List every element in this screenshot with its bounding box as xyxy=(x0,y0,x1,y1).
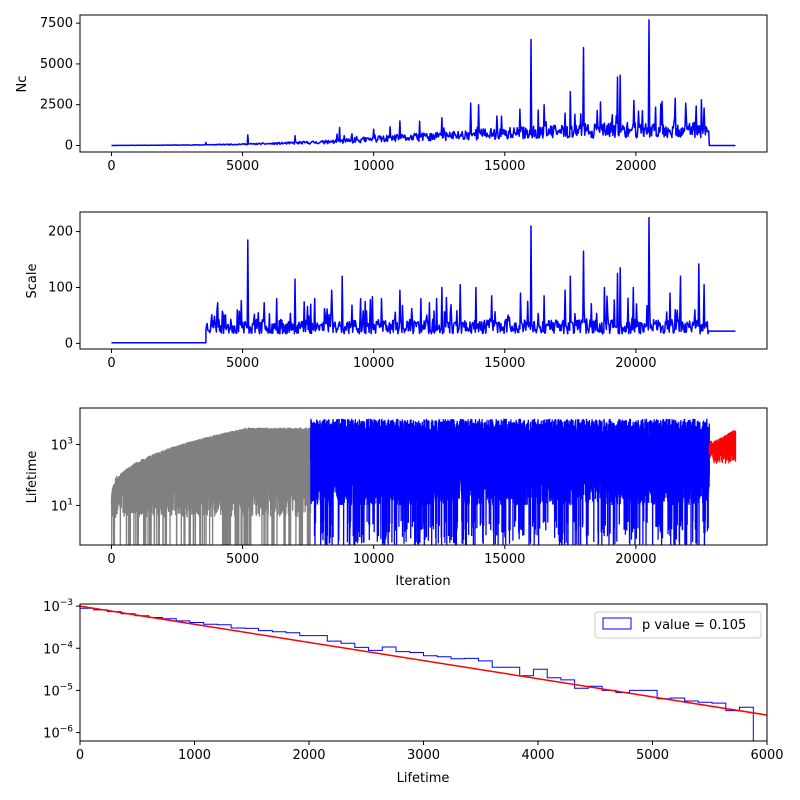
scale-plot-area xyxy=(111,216,736,344)
nc-panel: 0 5000 10000 15000 20000 0 2500 5000 7500 Nc xyxy=(15,14,768,174)
histogram-xlabel: Lifetime xyxy=(397,771,450,786)
scale-xtick-label: 10000 xyxy=(353,356,394,371)
legend-swatch xyxy=(602,617,632,630)
histogram-xtick-label: 2000 xyxy=(292,748,325,763)
nc-ticks: 0 5000 10000 15000 20000 0 2500 5000 7500 xyxy=(40,16,657,174)
histogram-xtick-label: 3000 xyxy=(407,748,440,763)
scale-axes-frame xyxy=(79,211,768,350)
lifetime-xtick-label: 5000 xyxy=(226,552,259,567)
nc-ytick-label: 0 xyxy=(65,138,73,153)
scale-xtick-label: 20000 xyxy=(615,356,656,371)
histogram-ytick-label: 10−3 xyxy=(43,598,73,615)
scale-ytick-label: 100 xyxy=(48,280,73,295)
nc-xtick-label: 0 xyxy=(107,159,115,174)
scale-ytick-label: 0 xyxy=(65,336,73,351)
lifetime-axes-frame xyxy=(79,407,768,546)
histogram-plot-area xyxy=(80,605,767,741)
scale-series-line xyxy=(111,216,736,344)
nc-ytick-label: 7500 xyxy=(40,16,73,31)
lifetime-series-ff0000 xyxy=(708,430,737,464)
histogram-ytick-label: 10−6 xyxy=(43,725,73,742)
histogram-ytick-label: 10−5 xyxy=(43,682,73,699)
nc-plot-area xyxy=(111,19,736,147)
histogram-panel: 0 1000 2000 3000 4000 5000 6000 10−6 10−5 10−4 10−… xyxy=(43,598,783,786)
legend: p value = 0.105 xyxy=(594,611,762,639)
histogram-xtick-label: 4000 xyxy=(521,748,554,763)
lifetime-series-0000ff xyxy=(310,418,710,545)
nc-axes-frame xyxy=(79,14,768,153)
scale-xtick-label: 5000 xyxy=(226,356,259,371)
scale-ticks: 0 5000 10000 15000 20000 0 100 200 xyxy=(48,225,656,371)
nc-xtick-label: 10000 xyxy=(353,159,394,174)
histogram-xtick-label: 5000 xyxy=(636,748,669,763)
scale-xtick-label: 15000 xyxy=(484,356,525,371)
histogram-xtick-label: 0 xyxy=(76,748,84,763)
legend-label: p value = 0.105 xyxy=(642,618,746,633)
histogram-xtick-label: 6000 xyxy=(750,748,783,763)
nc-xtick-label: 15000 xyxy=(484,159,525,174)
lifetime-ytick-label: 101 xyxy=(51,497,73,514)
lifetime-ticks: 0 5000 10000 15000 20000 101 103 xyxy=(51,437,657,567)
histogram-xtick-label: 1000 xyxy=(178,748,211,763)
lifetime-xtick-label: 20000 xyxy=(615,552,656,567)
nc-ytick-label: 5000 xyxy=(40,57,73,72)
lifetime-series-808080 xyxy=(110,427,312,545)
fit-line xyxy=(80,605,767,716)
lifetime-plot-area xyxy=(110,418,737,545)
nc-xtick-label: 5000 xyxy=(226,159,259,174)
scale-ylabel: Scale xyxy=(25,264,40,299)
legend-box xyxy=(594,611,762,639)
lifetime-xtick-label: 10000 xyxy=(353,552,394,567)
nc-xtick-label: 20000 xyxy=(615,159,656,174)
scale-ytick-label: 200 xyxy=(48,225,73,240)
nc-ytick-label: 2500 xyxy=(40,98,73,113)
lifetime-ytick-label: 103 xyxy=(51,437,73,454)
lifetime-xtick-label: 15000 xyxy=(484,552,525,567)
lifetime-panel: 0 5000 10000 15000 20000 101 103 Lifetime Iter… xyxy=(25,407,768,589)
nc-series-line xyxy=(111,19,736,147)
histogram-ytick-label: 10−4 xyxy=(43,640,73,657)
scale-panel: 0 5000 10000 15000 20000 0 100 200 Scale xyxy=(25,211,768,371)
histogram-ticks: 0 1000 2000 3000 4000 5000 6000 10−6 10−5 10−4 10−… xyxy=(43,598,783,763)
lifetime-xlabel: Iteration xyxy=(395,574,450,589)
histogram-steps xyxy=(80,607,767,741)
scale-xtick-label: 0 xyxy=(107,356,115,371)
nc-ylabel: Nc xyxy=(15,76,30,93)
lifetime-xtick-label: 0 xyxy=(107,552,115,567)
lifetime-ylabel: Lifetime xyxy=(25,451,40,504)
